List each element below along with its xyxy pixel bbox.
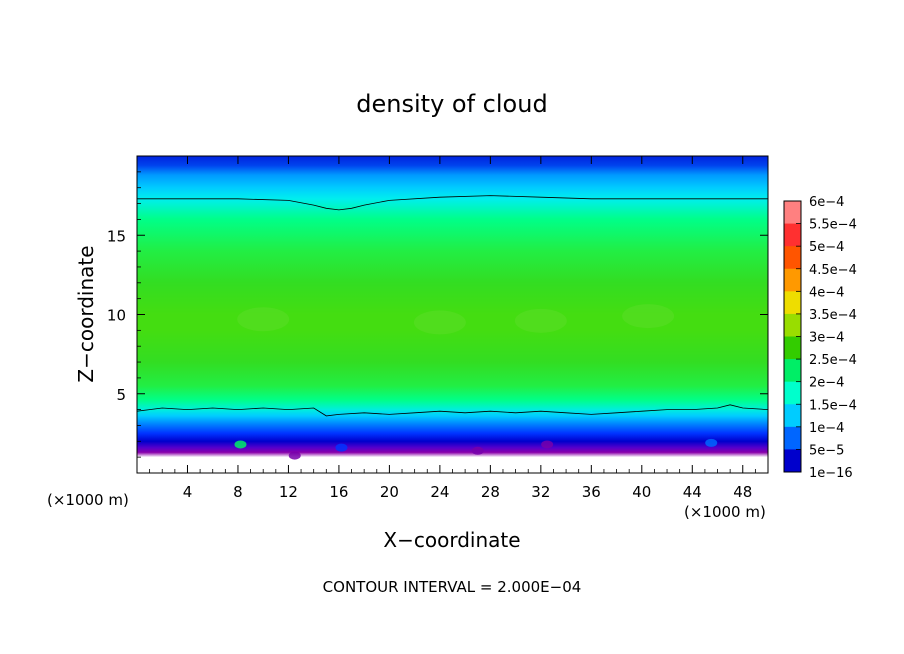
colorbar-label: 4.5e−4 [809,263,857,278]
y-axis-label: Z−coordinate [74,245,98,382]
field-blob [541,440,554,449]
x-tick-label: 36 [582,483,601,501]
field-blob [234,440,247,449]
field-blob [335,443,348,452]
contour-lines [137,195,768,417]
colorbar-swatch [784,359,801,383]
colorbar-label: 5e−5 [809,443,844,458]
colorbar-label: 1e−16 [809,466,853,481]
field-blob [413,310,466,335]
colorbar-swatch [784,404,801,428]
y-tick-label: 10 [107,307,126,325]
x-unit-left: (×1000 m) [47,491,129,509]
contour-upper [137,195,768,211]
colorbar-swatch [784,291,801,315]
x-tick-label: 32 [531,483,550,501]
colorbar-label: 2.5e−4 [809,353,857,368]
chart-title: density of cloud [356,90,547,118]
colorbar-label: 3e−4 [809,331,844,346]
x-tick-label: 16 [329,483,348,501]
field-blob [514,308,567,333]
field-blob [237,307,290,332]
x-tick-label: 8 [233,483,243,501]
x-tick-label: 40 [632,483,651,501]
colorbar-swatch [784,246,801,270]
colorbar-label: 1.5e−4 [809,398,857,413]
footnote: CONTOUR INTERVAL = 2.000E−04 [323,578,582,596]
colorbar: 6e−4 5.5e−4 5e−4 4.5e−4 4e−4 3.5e−4 3e−4 2.5e−4… [783,195,857,481]
x-tick-label: 20 [380,483,399,501]
colorbar-label: 5e−4 [809,240,844,255]
colorbar-label: 1e−4 [809,421,844,436]
y-tick-label: 5 [116,386,126,404]
colorbar-swatch [784,313,801,337]
x-tick-label: 12 [279,483,298,501]
colorbar-swatch [784,426,801,450]
x-tick-label: 44 [683,483,702,501]
colorbar-swatch [784,268,801,292]
x-unit-right: (×1000 m) [684,503,766,521]
y-axis: 5 10 15 [107,171,768,458]
colorbar-label: 4e−4 [809,285,844,300]
field-blob [288,451,301,460]
field-blob [622,304,675,329]
x-tick-label: 48 [733,483,752,501]
x-axis: 4 8 12 16 20 24 28 32 36 40 44 48 [149,156,756,501]
y-tick-label: 15 [107,227,126,245]
colorbar-label: 3.5e−4 [809,308,857,323]
field-blob [471,446,484,455]
x-tick-label: 28 [481,483,500,501]
colorbar-swatch [784,449,801,473]
colorbar-swatch [784,336,801,360]
x-axis-label: X−coordinate [383,528,520,552]
plot-area [136,155,769,474]
contour-lower [137,404,768,417]
colorbar-swatch [784,223,801,247]
colorbar-label: 2e−4 [809,376,844,391]
colorbar-label: 6e−4 [809,195,844,210]
field-blob [705,438,718,447]
x-tick-label: 4 [183,483,193,501]
field-features [234,304,718,460]
colorbar-swatch [784,201,801,225]
colorbar-swatch [784,381,801,405]
x-tick-label: 24 [430,483,449,501]
colorbar-label: 5.5e−4 [809,218,857,233]
density-field [137,156,768,473]
